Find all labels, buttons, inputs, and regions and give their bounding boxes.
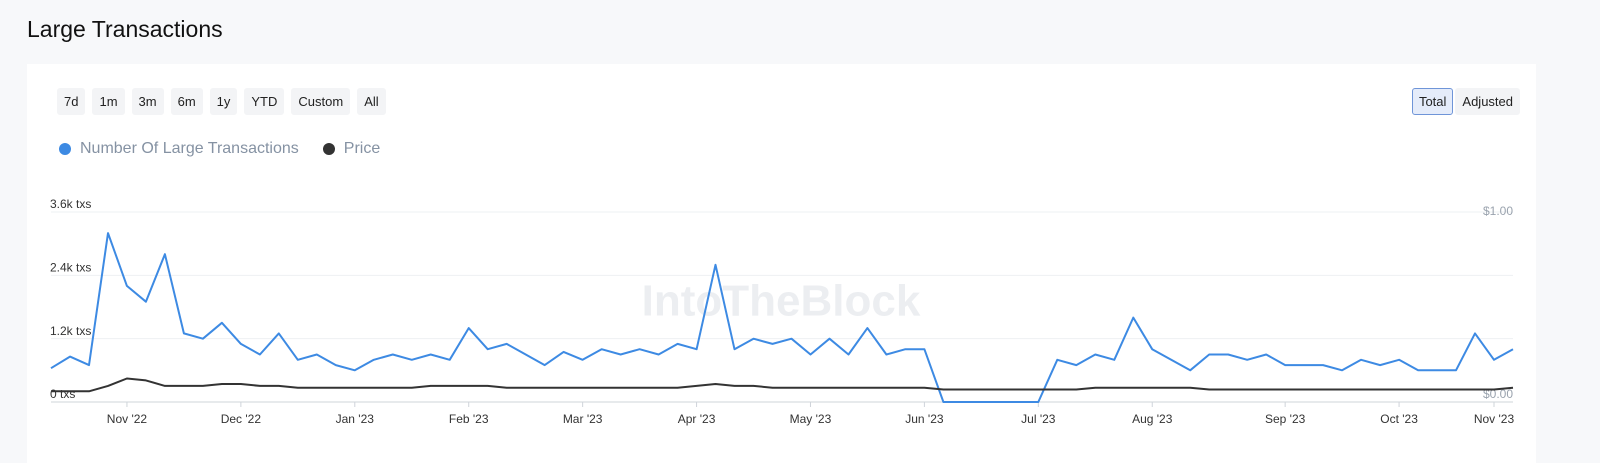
x-tick-label: Mar '23 [563, 412, 603, 426]
page-title: Large Transactions [27, 16, 223, 42]
y2-tick-label: $1.00 [1483, 204, 1513, 218]
x-tick-label: Jan '23 [336, 412, 375, 426]
watermark: IntoTheBlock [642, 277, 921, 326]
mode-buttons: Total Adjusted [1411, 88, 1520, 115]
legend-marker [59, 143, 71, 155]
y-tick-label: 2.4k txs [50, 261, 91, 275]
x-tick-label: Jun '23 [905, 412, 944, 426]
range-button[interactable]: YTD [244, 88, 285, 115]
chart-card: 7d 1m 3m 6m 1y YTD Custom All Total Adjusted Num… [27, 64, 1536, 463]
legend-label: Price [343, 140, 381, 157]
range-button[interactable]: 6m [170, 88, 203, 115]
mode-button[interactable]: Adjusted [1455, 88, 1520, 115]
series-line [50, 232, 1514, 403]
y-tick-label: 1.2k txs [50, 324, 91, 338]
series-line [51, 377, 1514, 393]
legend: Number Of Large Transactions Price [59, 140, 380, 158]
legend-marker [322, 143, 335, 155]
x-tick-label: Sep '23 [1265, 412, 1306, 426]
y-tick-label: 3.6k txs [50, 197, 91, 211]
range-button[interactable]: 7d [57, 88, 86, 115]
x-tick-label: Oct '23 [1380, 412, 1418, 426]
range-button[interactable]: 1y [209, 88, 238, 115]
legend-item[interactable]: Number Of Large Transactions [59, 140, 299, 158]
range-button[interactable]: All [357, 88, 386, 115]
range-button[interactable]: 3m [131, 88, 164, 115]
x-tick-label: Jul '23 [1021, 412, 1056, 426]
chart: IntoTheBlock 0 txs 1.2k txs 2.4k txs 3.6k t… [50, 197, 1515, 426]
x-tick-label: Apr '23 [678, 412, 716, 426]
x-tick-label: Dec '22 [221, 412, 262, 426]
x-tick-label: Feb '23 [449, 412, 489, 426]
x-tick-label: Nov '23 [1474, 412, 1515, 426]
range-button[interactable]: Custom [291, 88, 351, 115]
x-tick-label: Aug '23 [1132, 412, 1173, 426]
x-tick-label: May '23 [790, 412, 832, 426]
legend-item[interactable]: Price [322, 140, 381, 158]
range-button[interactable]: 1m [92, 88, 125, 115]
mode-button[interactable]: Total [1411, 88, 1454, 115]
x-tick-label: Nov '22 [107, 412, 148, 426]
y-tick-label: 0 txs [50, 387, 75, 401]
y2-tick-label: $0.00 [1483, 387, 1513, 401]
range-buttons: 7d 1m 3m 6m 1y YTD Custom All [57, 88, 386, 115]
legend-label: Number Of Large Transactions [80, 140, 299, 157]
